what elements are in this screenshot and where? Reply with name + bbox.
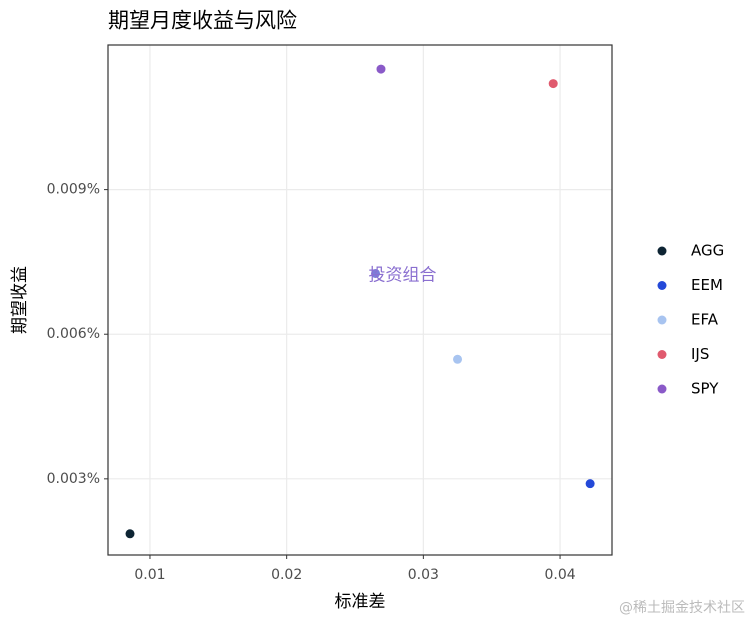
watermark: @稀土掘金技术社区 [619,600,745,616]
point [548,79,558,89]
y-tick-label: 0.009% [47,182,100,198]
x-tick-label: 0.04 [544,567,575,583]
y-axis-title: 期望收益 [10,266,30,334]
legend-marker [657,315,667,325]
legend-label: AGG [691,242,724,260]
panel [108,45,612,555]
annotation-point [371,268,381,278]
x-tick-label: 0.02 [271,567,302,583]
point [125,529,135,539]
legend-label: SPY [691,380,719,398]
x-axis-title: 标准差 [335,592,386,612]
chart-title: 期望月度收益与风险 [108,9,297,33]
panel-border [107,44,613,556]
point [376,64,386,74]
legend-label: IJS [691,345,709,363]
legend-marker [657,350,667,359]
y-tick-label: 0.006% [47,326,100,342]
point [585,479,595,489]
point [453,354,463,364]
x-tick-label: 0.03 [408,567,439,583]
annotation: 投资组合 [369,265,437,285]
x-tick-label: 0.01 [134,567,165,583]
legend-marker [657,384,667,394]
legend-label: EEM [691,276,723,294]
legend-label: EFA [691,311,719,329]
legend-marker [657,246,667,256]
legend-marker [657,281,667,290]
y-tick-label: 0.003% [47,471,100,487]
